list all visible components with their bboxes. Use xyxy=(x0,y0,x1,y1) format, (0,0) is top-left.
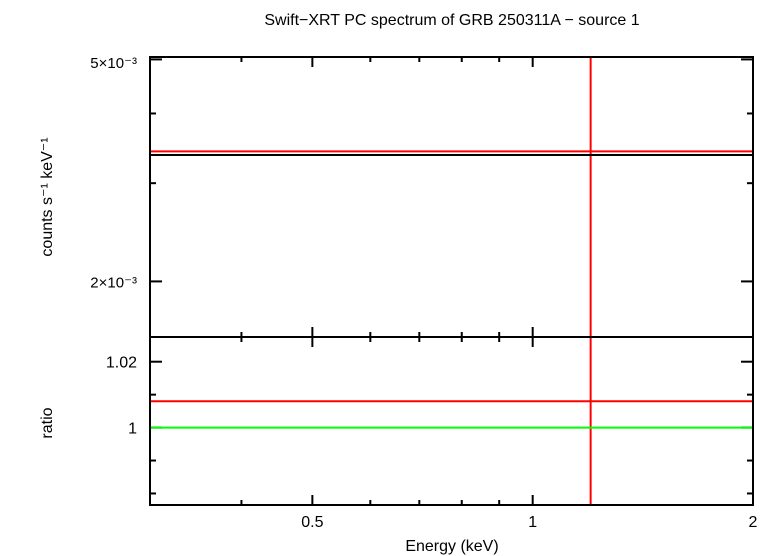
upper-y-tick-labels: 5×10⁻³ 2×10⁻³ xyxy=(90,55,137,291)
lower-y-tick-labels: 11.02 xyxy=(106,355,137,438)
x-tick-label: 1 xyxy=(528,514,537,531)
lower-y-axis-label: ratio xyxy=(39,407,56,438)
x-tick-label: 2 xyxy=(749,514,758,531)
upper-panel-frame xyxy=(149,56,754,338)
y-tick-label: 2×10⁻³ xyxy=(90,274,137,291)
lower-panel: 11.02 ratio xyxy=(39,336,754,506)
y-tick-label: 1.02 xyxy=(106,355,137,372)
lower-panel-series xyxy=(150,337,753,505)
upper-y-axis-label: counts s⁻¹ keV⁻¹ xyxy=(39,137,56,256)
x-tick-label: 0.5 xyxy=(301,514,323,531)
upper-panel: 5×10⁻³ 2×10⁻³ counts s⁻¹ keV⁻¹ xyxy=(39,55,754,338)
lower-panel-frame xyxy=(149,336,754,506)
upper-panel-series xyxy=(150,57,753,337)
lower-panel-ticks xyxy=(150,337,753,505)
upper-panel-ticks xyxy=(150,57,753,337)
y-tick-label: 5×10⁻³ xyxy=(90,55,137,72)
chart-title: Swift−XRT PC spectrum of GRB 250311A − s… xyxy=(264,12,639,29)
x-axis-label: Energy (keV) xyxy=(405,538,498,555)
y-tick-label: 1 xyxy=(128,421,137,438)
x-tick-labels: 0.5 1 2 xyxy=(301,514,757,531)
